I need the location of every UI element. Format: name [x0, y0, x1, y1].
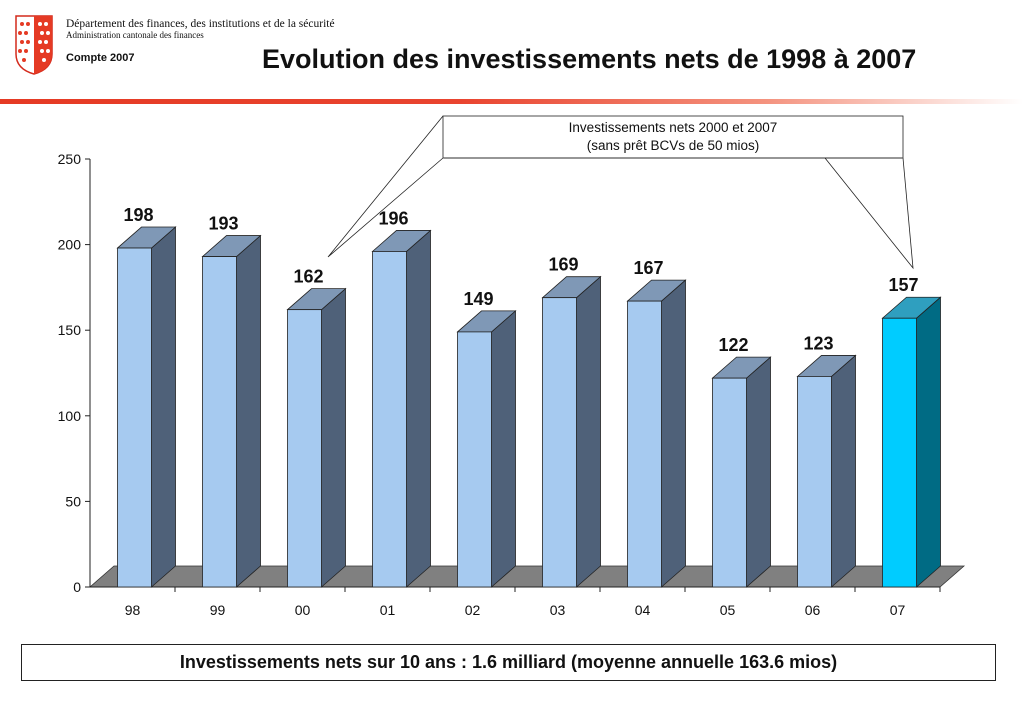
data-label: 149: [463, 289, 493, 309]
data-label: 196: [378, 208, 408, 228]
bar-side: [746, 356, 771, 588]
bar: [627, 300, 662, 588]
data-label: 198: [123, 205, 153, 225]
y-tick-label: 250: [58, 151, 82, 167]
compte-label: Compte 2007: [66, 52, 135, 64]
bar: [797, 376, 832, 588]
data-label: 169: [548, 255, 578, 275]
bar-side: [831, 354, 856, 588]
bar: [287, 309, 322, 588]
y-tick-label: 200: [58, 237, 82, 253]
x-tick-label: 07: [890, 602, 906, 618]
summary-box: Investissements nets sur 10 ans : 1.6 mi…: [21, 644, 996, 681]
callout-line-1: Investissements nets 2000 et 2007: [568, 120, 778, 135]
x-tick-label: 01: [380, 602, 396, 618]
data-label: 193: [208, 214, 238, 234]
administration-name: Administration cantonale des finances: [66, 30, 204, 40]
x-tick-label: 00: [295, 602, 311, 618]
x-tick-label: 06: [805, 602, 821, 618]
data-label: 123: [803, 333, 833, 353]
bar: [882, 317, 917, 588]
y-tick-label: 150: [58, 322, 82, 338]
y-tick-label: 0: [73, 579, 81, 595]
data-label: 167: [633, 258, 663, 278]
bar-side: [151, 226, 176, 588]
x-tick-label: 98: [125, 602, 141, 618]
department-name: Département des finances, des institutio…: [66, 18, 335, 30]
bar-side: [576, 275, 601, 588]
valais-coat-of-arms-logo: [15, 15, 53, 75]
data-label: 157: [888, 275, 918, 295]
header-divider: [0, 99, 1023, 104]
y-tick-label: 50: [65, 493, 81, 509]
bar: [542, 297, 577, 588]
bar: [202, 256, 237, 588]
bar: [712, 377, 747, 588]
data-label: 122: [718, 335, 748, 355]
page-title: Evolution des investissements nets de 19…: [262, 44, 917, 74]
bar-side: [406, 229, 431, 588]
bar-side: [236, 234, 261, 588]
y-tick-label: 100: [58, 408, 82, 424]
x-tick-label: 05: [720, 602, 736, 618]
bar-side: [661, 279, 686, 588]
x-tick-label: 99: [210, 602, 226, 618]
bar: [457, 331, 492, 588]
x-tick-label: 04: [635, 602, 651, 618]
callout-pointer-2000: [327, 115, 444, 258]
bar-side: [916, 296, 941, 588]
x-tick-label: 03: [550, 602, 566, 618]
callout-note: Investissements nets 2000 et 2007 (sans …: [443, 116, 903, 158]
callout-line-2: (sans prêt BCVs de 50 mios): [586, 138, 760, 153]
data-label: 162: [293, 267, 323, 287]
bar-side: [321, 287, 346, 588]
callout-frame: [442, 115, 904, 159]
callout-pointer-2007: [824, 157, 914, 270]
bar-side: [491, 310, 516, 588]
bar: [117, 247, 152, 588]
bar: [372, 251, 407, 588]
x-tick-label: 02: [465, 602, 481, 618]
